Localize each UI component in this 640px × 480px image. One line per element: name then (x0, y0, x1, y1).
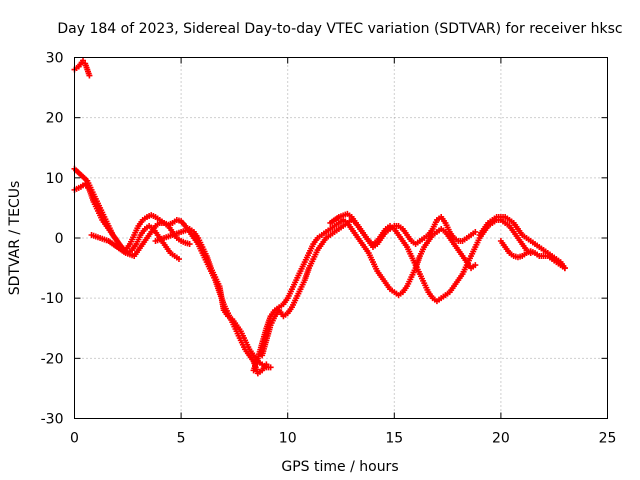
series-track-b (71, 165, 270, 377)
data-point (80, 57, 87, 64)
series-track-h (327, 210, 479, 251)
series-track-e (152, 225, 274, 371)
axis-ticks: 0 5 10 15 20 25 -30 -20 -10 0 10 20 30 (41, 51, 617, 447)
data-point (472, 228, 479, 235)
chart-title: Day 184 of 2023, Sidereal Day-to-day VTE… (57, 21, 622, 37)
data-point (86, 72, 93, 79)
data-point (472, 262, 479, 269)
series-track-d (88, 219, 193, 260)
x-tick-label: 20 (492, 431, 510, 447)
y-axis-label: SDTVAR / TECUs (7, 181, 23, 296)
y-tick-label: 30 (46, 51, 64, 67)
series-track-j (497, 238, 568, 272)
data-points (71, 57, 568, 377)
x-axis-label: GPS time / hours (281, 459, 398, 475)
y-tick-label: -20 (41, 351, 64, 367)
data-point (186, 241, 193, 248)
data-point (175, 256, 182, 263)
data-point (561, 265, 568, 272)
x-tick-label: 15 (385, 431, 403, 447)
x-tick-label: 10 (279, 431, 297, 447)
series-track-a (71, 57, 93, 79)
x-tick-label: 25 (599, 431, 617, 447)
series-track-g (259, 216, 534, 359)
y-tick-label: -10 (41, 291, 64, 307)
y-tick-label: 0 (55, 231, 64, 247)
x-tick-label: 0 (70, 431, 79, 447)
x-tick-label: 5 (177, 431, 186, 447)
y-tick-label: 10 (46, 171, 64, 187)
data-point (267, 364, 274, 371)
y-tick-label: -30 (41, 412, 64, 428)
y-tick-label: 20 (46, 111, 64, 127)
